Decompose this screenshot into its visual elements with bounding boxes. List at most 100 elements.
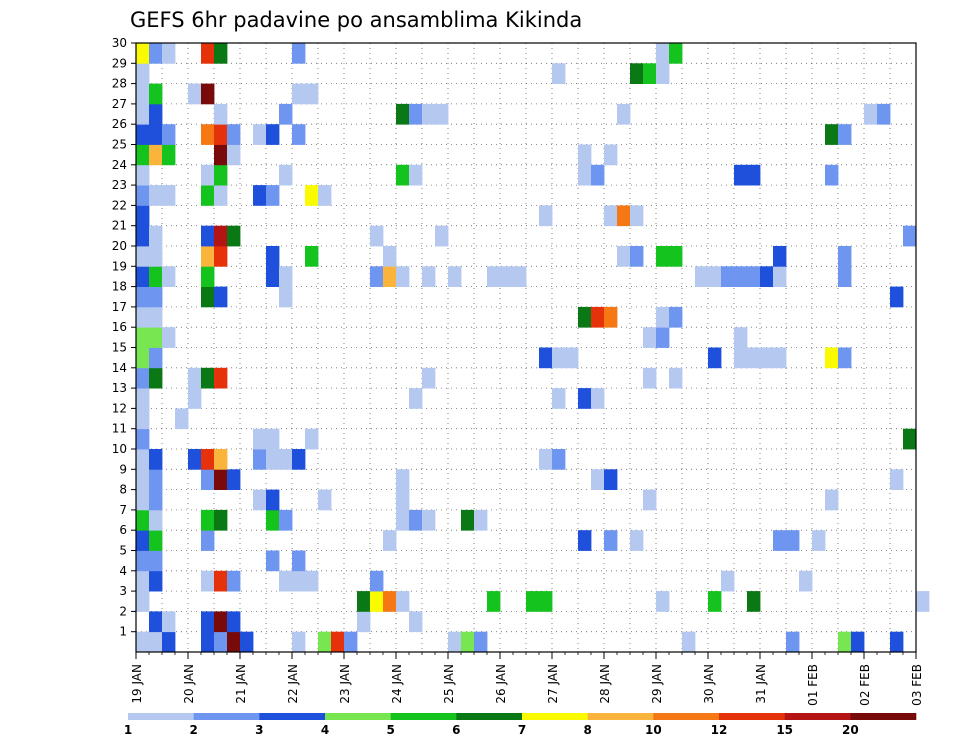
colorbar-legend: 1 2 3 4 5 6 7 8 10 12 15 20 [124, 713, 917, 737]
heatmap-cell [396, 266, 410, 287]
y-tick-label: 23 [112, 178, 127, 192]
heatmap-cell [643, 489, 657, 511]
heatmap-cell [149, 449, 163, 470]
heatmap-cell [149, 103, 163, 125]
heatmap-cell [214, 286, 228, 308]
heatmap-cell [331, 631, 345, 653]
heatmap-cell [539, 449, 553, 470]
heatmap-cell [136, 144, 150, 166]
heatmap-cell [552, 388, 566, 409]
heatmap-cell [396, 164, 410, 186]
heatmap-cell [396, 591, 410, 612]
heatmap-cell [149, 266, 163, 287]
heatmap-cell [136, 205, 150, 227]
x-tick-label: 31 JAN [754, 664, 768, 704]
heatmap-cell [292, 124, 306, 145]
heatmap-cell [266, 509, 280, 531]
heatmap-cell [201, 509, 215, 531]
chart-title: GEFS 6hr padavine po ansamblima Kikinda [130, 8, 582, 32]
heatmap-cell [812, 530, 826, 551]
heatmap-cell [214, 144, 228, 166]
heatmap-cell [786, 631, 800, 653]
heatmap-cell [253, 449, 267, 470]
heatmap-cell [617, 205, 631, 227]
heatmap-cell [578, 530, 592, 551]
heatmap-cell [578, 144, 592, 166]
y-tick-label: 13 [112, 381, 127, 395]
heatmap-cell [734, 327, 748, 348]
heatmap-cell [201, 266, 215, 287]
heatmap-cell [669, 43, 683, 64]
colorbar-label: 2 [189, 723, 197, 737]
colorbar-segment [850, 713, 917, 720]
heatmap-cell [773, 266, 787, 287]
heatmap-cell [279, 286, 293, 308]
heatmap-cell [838, 631, 852, 653]
heatmap-cell [448, 631, 462, 653]
heatmap-cell [201, 83, 215, 105]
heatmap-cell [214, 611, 228, 633]
colorbar-label: 6 [452, 723, 460, 737]
heatmap-cell [266, 124, 280, 145]
colorbar-label: 8 [583, 723, 591, 737]
x-tick-label: 19 JAN [130, 664, 144, 704]
heatmap-cell [422, 103, 436, 125]
heatmap-cell [617, 246, 631, 267]
heatmap-cell [149, 185, 163, 206]
heatmap-cell [214, 367, 228, 389]
heatmap-cell [162, 611, 176, 633]
heatmap-cell [149, 83, 163, 105]
colorbar-label: 3 [255, 723, 263, 737]
heatmap-cell [669, 367, 683, 389]
y-tick-label: 1 [119, 625, 127, 639]
heatmap-cell [162, 43, 176, 64]
colorbar-segment [193, 713, 260, 720]
heatmap-cell [422, 367, 436, 389]
y-tick-label: 14 [112, 361, 127, 375]
heatmap-cell [591, 164, 605, 186]
heatmap-cell [149, 509, 163, 531]
heatmap-cell [539, 591, 553, 612]
heatmap-cell [422, 266, 436, 287]
heatmap-cell [474, 509, 488, 531]
heatmap-cell [370, 570, 384, 592]
y-tick-label: 22 [112, 198, 127, 212]
heatmap-cell [292, 550, 306, 572]
heatmap-cell [162, 327, 176, 348]
heatmap-cell [136, 246, 150, 267]
y-tick-label: 29 [112, 56, 127, 70]
heatmap-cell [136, 388, 150, 409]
heatmap-cell [253, 489, 267, 511]
heatmap-cell [578, 164, 592, 186]
heatmap-cell [747, 591, 761, 612]
y-tick-label: 2 [119, 604, 127, 618]
heatmap-cell [136, 266, 150, 287]
colorbar-segment [587, 713, 654, 720]
heatmap-cell [435, 103, 449, 125]
heatmap-cell [201, 530, 215, 551]
y-tick-label: 30 [112, 36, 127, 50]
heatmap-cell [552, 63, 566, 84]
heatmap-cell [630, 246, 644, 267]
colorbar-segment [522, 713, 588, 720]
heatmap-cell [266, 266, 280, 287]
y-tick-label: 20 [112, 239, 127, 253]
heatmap-cell [474, 631, 488, 653]
colorbar-label: 1 [124, 723, 132, 737]
heatmap-cell [591, 388, 605, 409]
x-tick-label: 23 JAN [338, 664, 352, 704]
heatmap-cell [669, 246, 683, 267]
heatmap-cell [201, 185, 215, 206]
heatmap-cell [227, 144, 241, 166]
heatmap-cell [552, 449, 566, 470]
heatmap-cell [149, 631, 163, 653]
heatmap-cell [838, 347, 852, 369]
heatmap-cell [500, 266, 514, 287]
heatmap-cell [136, 327, 150, 348]
heatmap-cell [604, 306, 618, 328]
heatmap-cell [461, 509, 475, 531]
heatmap-cell [201, 469, 215, 490]
heatmap-cell [149, 144, 163, 166]
heatmap-cell [643, 367, 657, 389]
heatmap-cell [292, 631, 306, 653]
